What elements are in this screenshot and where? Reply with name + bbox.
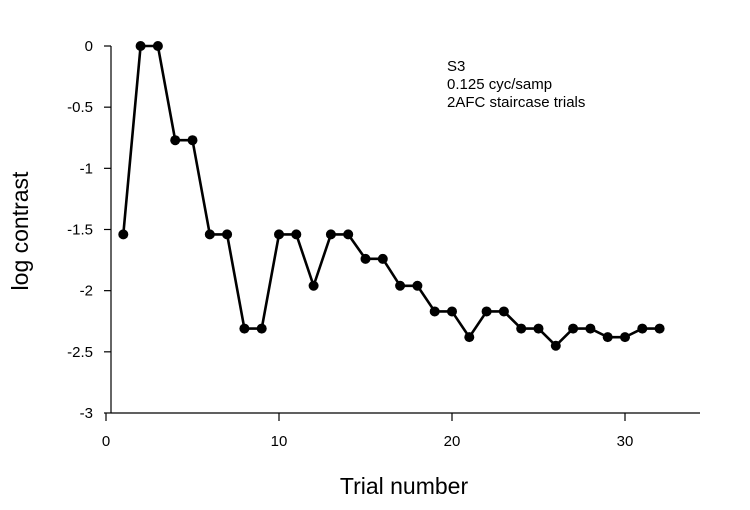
x-axis-title: Trial number [340,473,469,499]
data-point [170,135,181,146]
data-point [204,229,215,240]
data-point [568,323,579,334]
annotation-frequency: 0.125 cyc/samp [447,76,552,93]
series-line [122,44,660,348]
y-tick-label: -3 [80,405,93,422]
data-point [429,306,440,317]
series-layer [118,41,665,351]
data-point [291,229,302,240]
data-point [550,340,561,351]
y-tick-label: -0.5 [67,99,93,116]
y-axis-title: log contrast [7,171,33,291]
y-tick-label: -2 [80,283,93,300]
data-point [256,323,267,334]
data-point [620,332,630,343]
data-point [360,253,371,264]
x-tick-label: 30 [617,433,634,450]
data-point [585,323,596,334]
data-point [274,229,284,240]
y-ticks: 0 -0.5 -1 -1.5 -2 -2.5 -3 [67,38,111,422]
x-tick-label: 0 [102,433,110,450]
data-point [325,229,336,240]
data-point [412,280,423,291]
data-point [187,135,198,146]
y-tick-label: 0 [85,38,93,55]
x-ticks: 0 10 20 30 [102,413,634,450]
data-point [222,229,233,240]
data-point [395,280,406,291]
data-point [533,323,544,334]
data-point [152,41,163,51]
x-tick-label: 20 [444,433,461,450]
data-point [239,323,250,334]
data-point [498,306,509,317]
annotation-method: 2AFC staircase trials [447,94,585,111]
data-point [135,41,146,51]
data-point [464,332,475,343]
x-tick-label: 10 [271,433,288,450]
data-point [377,253,388,264]
annotation-block: S3 0.125 cyc/samp 2AFC staircase trials [447,58,585,111]
data-point [118,229,129,240]
data-point [602,332,613,343]
annotation-subject: S3 [447,58,465,75]
y-tick-label: -1.5 [67,221,93,238]
data-point [654,323,665,334]
data-point [516,323,527,334]
data-point [308,280,319,291]
data-point [481,306,492,317]
axes [110,46,700,414]
data-point [343,229,354,240]
data-point [447,306,457,317]
data-point [637,323,648,334]
y-tick-label: -2.5 [67,344,93,361]
y-tick-label: -1 [80,160,93,177]
